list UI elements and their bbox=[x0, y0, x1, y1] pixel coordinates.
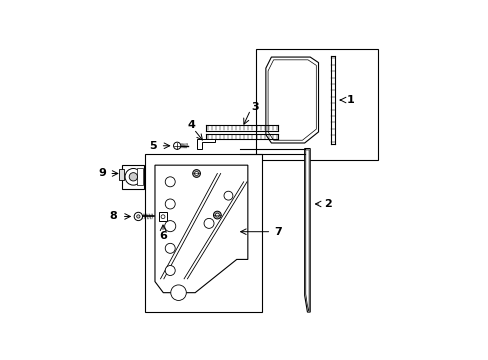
Circle shape bbox=[192, 170, 200, 177]
Polygon shape bbox=[265, 57, 318, 143]
Bar bbox=[256, 49, 377, 159]
Text: 4: 4 bbox=[187, 120, 195, 130]
Bar bbox=[137, 168, 143, 185]
Circle shape bbox=[137, 215, 140, 218]
Circle shape bbox=[213, 211, 221, 219]
Polygon shape bbox=[155, 165, 247, 293]
Polygon shape bbox=[196, 139, 214, 149]
Circle shape bbox=[165, 177, 175, 187]
Circle shape bbox=[165, 266, 175, 275]
Circle shape bbox=[164, 221, 175, 232]
Bar bbox=[119, 169, 123, 180]
Text: 7: 7 bbox=[274, 227, 282, 237]
Circle shape bbox=[194, 172, 198, 175]
Circle shape bbox=[129, 173, 137, 181]
Bar bbox=[145, 154, 261, 312]
Text: 9: 9 bbox=[99, 168, 106, 179]
Circle shape bbox=[170, 285, 186, 301]
Bar bbox=[122, 165, 143, 189]
Circle shape bbox=[224, 191, 232, 200]
Text: 1: 1 bbox=[346, 95, 353, 105]
Circle shape bbox=[165, 199, 175, 209]
Polygon shape bbox=[304, 149, 309, 312]
Text: 2: 2 bbox=[324, 199, 331, 209]
Circle shape bbox=[125, 168, 142, 185]
Circle shape bbox=[134, 212, 142, 221]
Text: 5: 5 bbox=[148, 141, 156, 151]
Circle shape bbox=[173, 142, 181, 149]
Text: 3: 3 bbox=[250, 102, 258, 112]
Text: 8: 8 bbox=[110, 211, 117, 221]
Bar bbox=[159, 212, 166, 221]
Circle shape bbox=[203, 219, 214, 228]
Circle shape bbox=[215, 213, 219, 217]
Text: 6: 6 bbox=[159, 231, 166, 242]
Circle shape bbox=[165, 243, 175, 253]
